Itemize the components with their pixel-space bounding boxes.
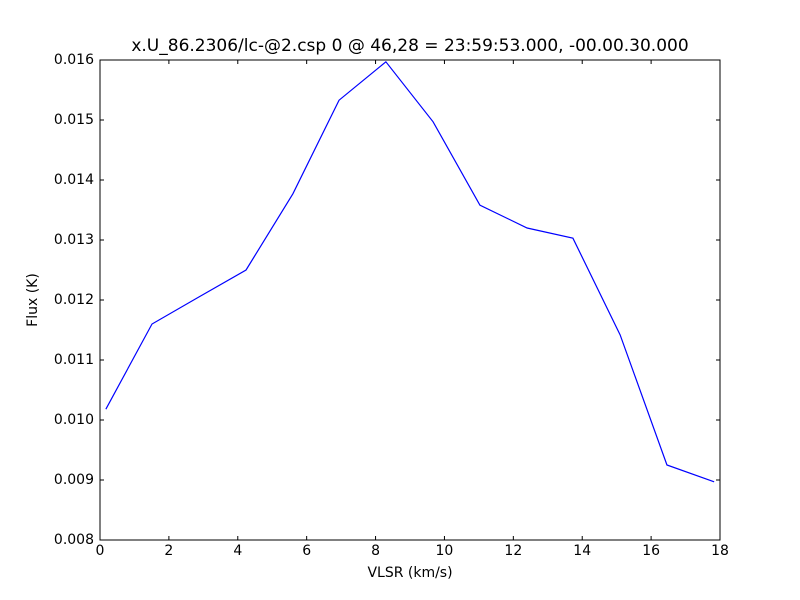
x-tick-label: 2 xyxy=(164,543,173,559)
y-tick-label: 0.011 xyxy=(54,352,94,368)
x-tick-label: 10 xyxy=(436,543,454,559)
y-axis-label: Flux (K) xyxy=(25,273,41,327)
y-tick-label: 0.009 xyxy=(54,472,94,488)
x-tick-label: 0 xyxy=(96,543,105,559)
data-line xyxy=(105,60,715,483)
y-tick-label: 0.013 xyxy=(54,232,94,248)
y-tick-label: 0.012 xyxy=(54,292,94,308)
y-tick-label: 0.008 xyxy=(54,532,94,548)
y-tick-label: 0.015 xyxy=(54,112,94,128)
x-tick-label: 16 xyxy=(642,543,660,559)
y-tick-label: 0.014 xyxy=(54,172,94,188)
x-tick-label: 12 xyxy=(504,543,522,559)
x-axis-label: VLSR (km/s) xyxy=(367,565,452,581)
x-tick-label: 14 xyxy=(573,543,591,559)
x-tick-label: 4 xyxy=(233,543,242,559)
x-tick-label: 6 xyxy=(302,543,311,559)
y-tick-label: 0.016 xyxy=(54,52,94,68)
y-tick-label: 0.010 xyxy=(54,412,94,428)
x-tick-label: 8 xyxy=(371,543,380,559)
x-tick-label: 18 xyxy=(711,543,729,559)
chart-title: x.U_86.2306/lc-@2.csp 0 @ 46,28 = 23:59:… xyxy=(131,36,688,56)
plot-frame xyxy=(99,59,721,541)
